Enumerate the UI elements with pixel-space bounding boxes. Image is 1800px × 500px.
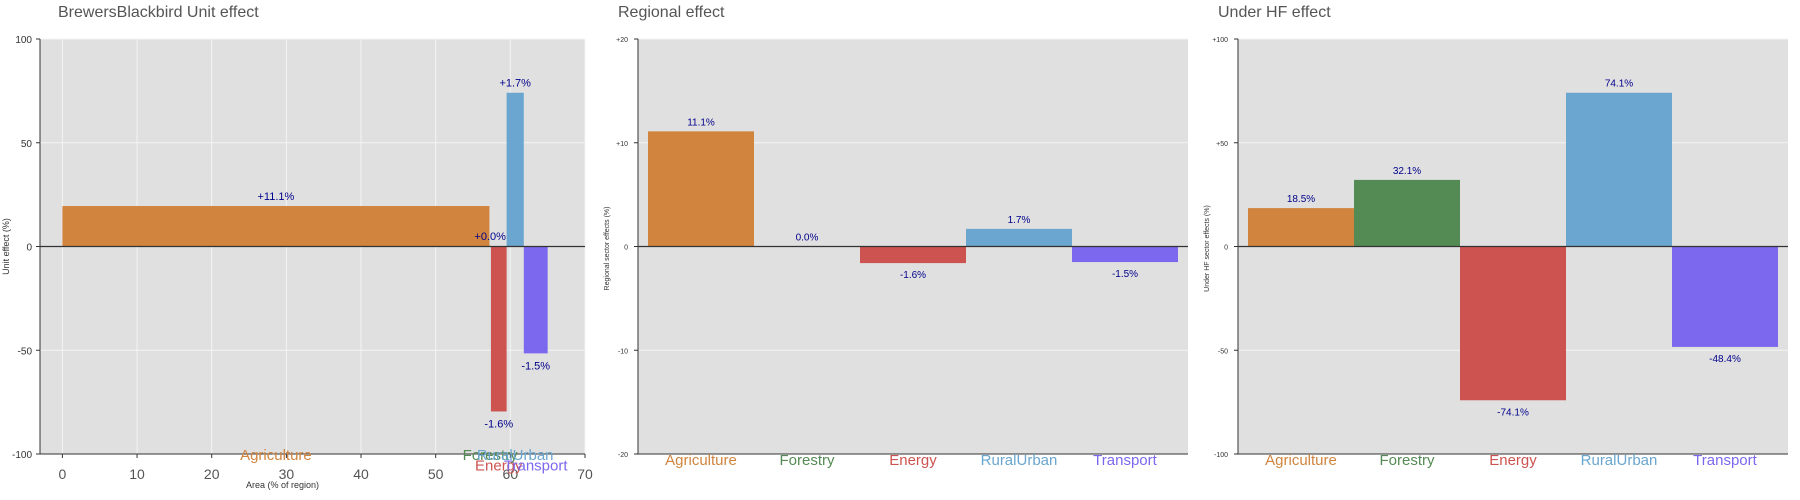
bar-energy (490, 246, 507, 412)
unit-effect-title: BrewersBlackbird Unit effect (58, 4, 259, 21)
bar-energy (1460, 246, 1566, 401)
value-label-agriculture: +11.1% (258, 191, 295, 203)
x-tick-label: 70 (577, 466, 593, 482)
sector-label-transport: Transport (504, 458, 568, 475)
x-tick-label: 10 (129, 466, 145, 482)
value-label-transport: -1.5% (1112, 269, 1138, 280)
y-tick-label: +50 (1216, 141, 1228, 148)
y-tick-label: -50 (1218, 348, 1228, 355)
value-label-agriculture: 18.5% (1287, 194, 1315, 205)
value-label-ruralurban: 74.1% (1605, 79, 1633, 90)
x-tick-label: 30 (279, 466, 295, 482)
regional-effect-panel: Regional effect +20 +10 0 -10 -20 11.1% Agricu… (600, 0, 1200, 500)
unit-effect-chart: 100 50 0 -50 -100 0 10 20 30 40 50 60 70 +11.1% Agricu… (1, 35, 593, 490)
bar-ruralurban (966, 228, 1072, 247)
bar-transport (1072, 246, 1178, 263)
bar-transport (1672, 246, 1778, 347)
sector-label-energy: Energy (475, 458, 523, 475)
under-hf-effect-title: Under HF effect (1218, 4, 1331, 21)
y-tick-label: -50 (18, 346, 33, 357)
value-label-energy: -1.6% (900, 270, 926, 281)
y-tick-label: -100 (1214, 452, 1228, 459)
y-tick-label: 0 (1224, 245, 1228, 252)
y-axis-label: Unit effect (%) (1, 218, 11, 275)
bar-transport (523, 246, 548, 354)
y-tick-label: 50 (21, 139, 33, 150)
value-label-forestry: 0.0% (796, 233, 819, 244)
value-label-ruralurban: 1.7% (1008, 215, 1031, 226)
x-axis-label: Area (% of region) (246, 480, 319, 490)
category-label-forestry: Forestry (779, 452, 835, 469)
category-label-ruralurban: RuralUrban (1581, 452, 1658, 469)
bar-agriculture (1248, 208, 1354, 247)
sector-label-ruralurban: RuralUrban (477, 447, 554, 464)
value-label-transport: -48.4% (1709, 354, 1741, 365)
x-tick-label: 0 (58, 466, 66, 482)
y-axis-label: Regional sector effects (%) (604, 207, 611, 291)
value-label-transport: -1.5% (521, 360, 550, 372)
y-tick-label: 0 (26, 243, 32, 254)
bar-agriculture (62, 206, 490, 247)
y-tick-label: -100 (12, 450, 32, 461)
value-label-energy: -74.1% (1497, 407, 1529, 418)
y-tick-label: -10 (618, 348, 628, 355)
category-label-energy: Energy (889, 452, 937, 469)
unit-effect-panel: BrewersBlackbird Unit effect 100 50 0 -50 -1… (0, 0, 600, 500)
under-hf-effect-chart: +100 +50 0 -50 -100 18.5% Agriculture 32.1% Fore… (1204, 37, 1788, 469)
under-hf-effect-panel: Under HF effect +100 +50 0 -50 -100 18.5% Agri… (1200, 0, 1800, 500)
y-tick-label: +20 (616, 37, 628, 44)
category-label-agriculture: Agriculture (665, 452, 737, 469)
y-tick-label: +100 (1212, 37, 1228, 44)
x-tick-label: 50 (428, 466, 444, 482)
category-label-transport: Transport (1693, 452, 1757, 469)
regional-effect-title: Regional effect (618, 4, 725, 21)
bar-ruralurban (506, 92, 524, 247)
category-label-energy: Energy (1489, 452, 1537, 469)
category-label-ruralurban: RuralUrban (981, 452, 1058, 469)
regional-effect-chart: +20 +10 0 -10 -20 11.1% Agriculture 0.0% Forestr… (604, 37, 1188, 469)
y-tick-label: 0 (624, 245, 628, 252)
sector-label-forestry: Forestry (463, 447, 519, 464)
x-tick-label: 40 (353, 466, 369, 482)
bar-forestry (1354, 179, 1460, 247)
y-tick-label: 100 (15, 35, 32, 46)
bar-agriculture (648, 131, 754, 247)
category-label-agriculture: Agriculture (1265, 452, 1337, 469)
y-axis-label: Under HF sector effects (%) (1204, 205, 1211, 292)
bar-ruralurban (1566, 92, 1672, 247)
value-label-agriculture: 11.1% (687, 117, 715, 128)
value-label-energy: -1.6% (484, 418, 513, 430)
bar-energy (860, 246, 966, 264)
category-label-forestry: Forestry (1379, 452, 1435, 469)
sector-label-agriculture: Agriculture (240, 447, 312, 464)
y-tick-label: +10 (616, 141, 628, 148)
value-label-forestry: +0.0% (474, 231, 506, 243)
value-label-forestry: 32.1% (1393, 166, 1421, 177)
value-label-ruralurban: +1.7% (499, 78, 531, 90)
x-tick-label: 60 (503, 466, 519, 482)
x-tick-label: 20 (204, 466, 220, 482)
category-label-transport: Transport (1093, 452, 1157, 469)
y-tick-label: -20 (618, 452, 628, 459)
